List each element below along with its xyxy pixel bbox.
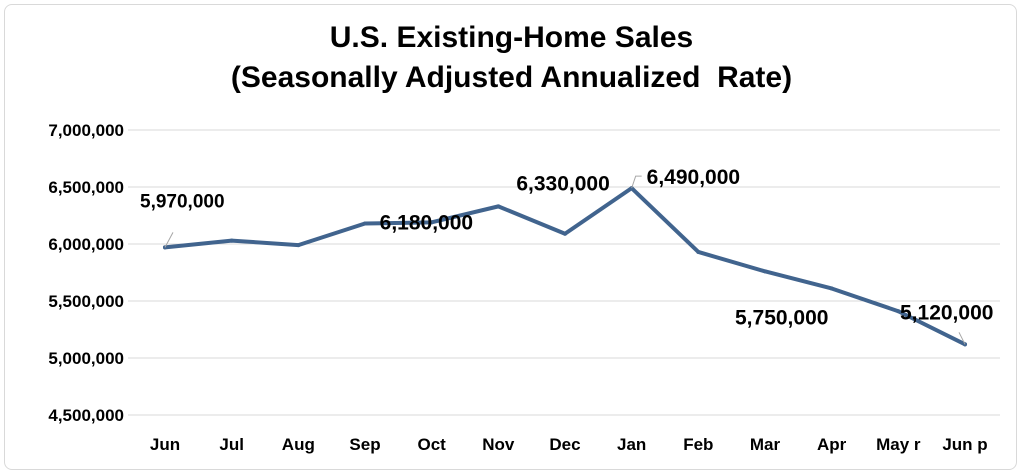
data-point: [296, 243, 301, 248]
y-tick-label: 7,000,000: [48, 121, 124, 140]
x-tick-label: Dec: [549, 435, 580, 454]
data-point: [429, 220, 434, 225]
chart-title-line2: (Seasonally Adjusted Annualized Rate): [230, 61, 793, 94]
data-point: [229, 238, 234, 243]
x-tick-label: May r: [876, 435, 921, 454]
data-point: [829, 286, 834, 291]
data-label-leader: [631, 175, 642, 189]
data-label: 5,750,000: [735, 306, 828, 329]
series-line: [163, 186, 967, 347]
data-label: 5,120,000: [900, 301, 993, 324]
y-tick-label: 6,500,000: [48, 178, 124, 197]
x-tick-label: Aug: [282, 435, 315, 454]
x-tick-label: Feb: [683, 435, 713, 454]
data-label-leader: [958, 332, 966, 345]
x-tick-label: Nov: [482, 435, 515, 454]
x-tick-label: Jan: [617, 435, 646, 454]
data-point: [696, 249, 701, 254]
data-label: 6,490,000: [647, 166, 740, 189]
y-tick-label: 6,000,000: [48, 235, 124, 254]
data-point: [563, 231, 567, 236]
chart-frame: [4, 4, 1017, 470]
x-tick-label: Sep: [349, 435, 380, 454]
data-point: [896, 309, 901, 314]
x-tick-label: Oct: [417, 435, 446, 454]
data-point: [496, 204, 501, 209]
data-label: 6,330,000: [516, 172, 609, 195]
data-label-leader: [164, 232, 174, 248]
y-tick-label: 5,500,000: [48, 292, 124, 311]
data-label: 6,180,000: [380, 211, 473, 234]
data-label: 5,970,000: [140, 191, 225, 212]
y-tick-label: 5,000,000: [48, 349, 124, 368]
x-tick-label: Jul: [219, 435, 244, 454]
x-tick-label: Jun p: [942, 435, 987, 454]
y-tick-label: 4,500,000: [48, 406, 124, 425]
data-point: [763, 269, 767, 274]
data-point: [363, 221, 367, 226]
chart-title-line1: U.S. Existing-Home Sales: [329, 21, 694, 54]
x-tick-label: Jun: [150, 435, 180, 454]
x-tick-label: Mar: [750, 435, 781, 454]
chart-title: U.S. Existing-Home Sales (Seasonally Adj…: [0, 18, 1023, 98]
x-tick-label: Apr: [817, 435, 847, 454]
